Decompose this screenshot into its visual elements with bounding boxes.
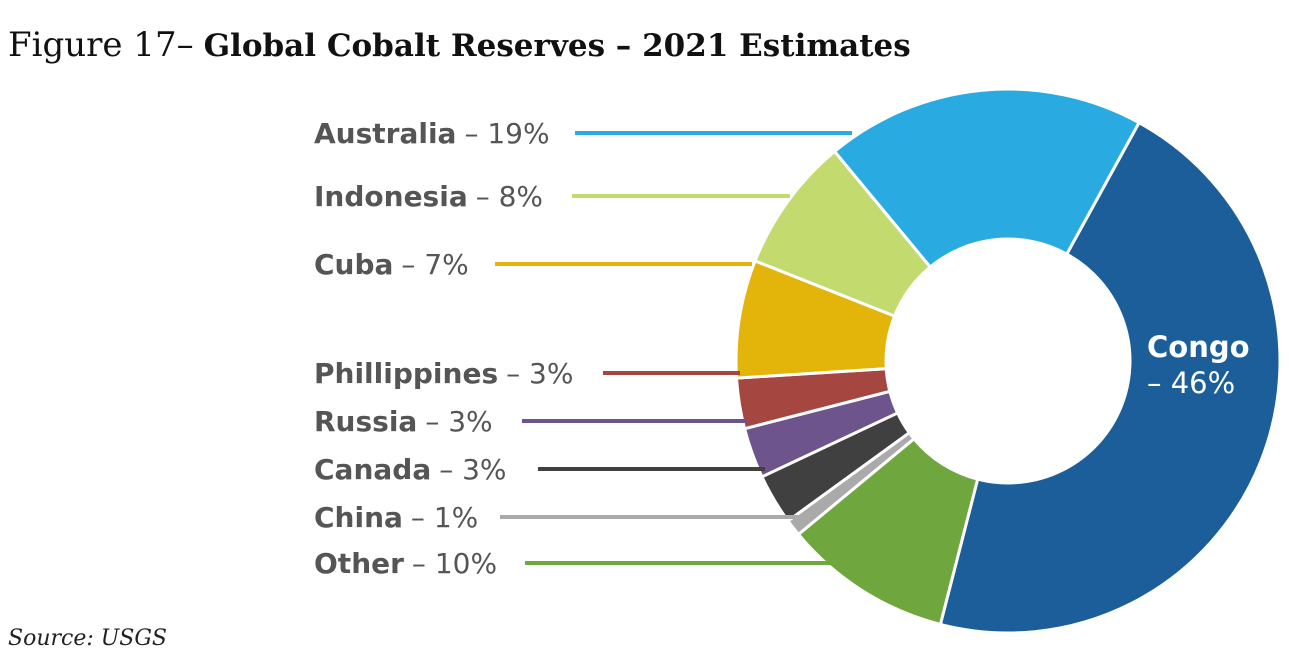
slice-label-congo-name: Congo [1147, 330, 1250, 364]
source-note: Source: USGS [8, 626, 167, 651]
slice-australia [832, 87, 1142, 270]
slice-label-congo-value: – 46% [1147, 366, 1235, 400]
slice-label-australia: Australia – 19% [314, 117, 550, 150]
slice-label-russia: Russia – 3% [314, 405, 493, 438]
chart-title: Figure 17– Global Cobalt Reserves – 2021… [8, 25, 911, 65]
slice-label-cuba: Cuba – 7% [314, 248, 469, 281]
slice-label-indonesia: Indonesia – 8% [314, 180, 543, 213]
slice-label-other: Other – 10% [314, 547, 497, 580]
slice-label-china: China – 1% [314, 501, 478, 534]
slice-congo [938, 120, 1282, 635]
slice-label-canada: Canada – 3% [314, 453, 507, 486]
slice-label-phillippines: Phillippines – 3% [314, 357, 573, 390]
